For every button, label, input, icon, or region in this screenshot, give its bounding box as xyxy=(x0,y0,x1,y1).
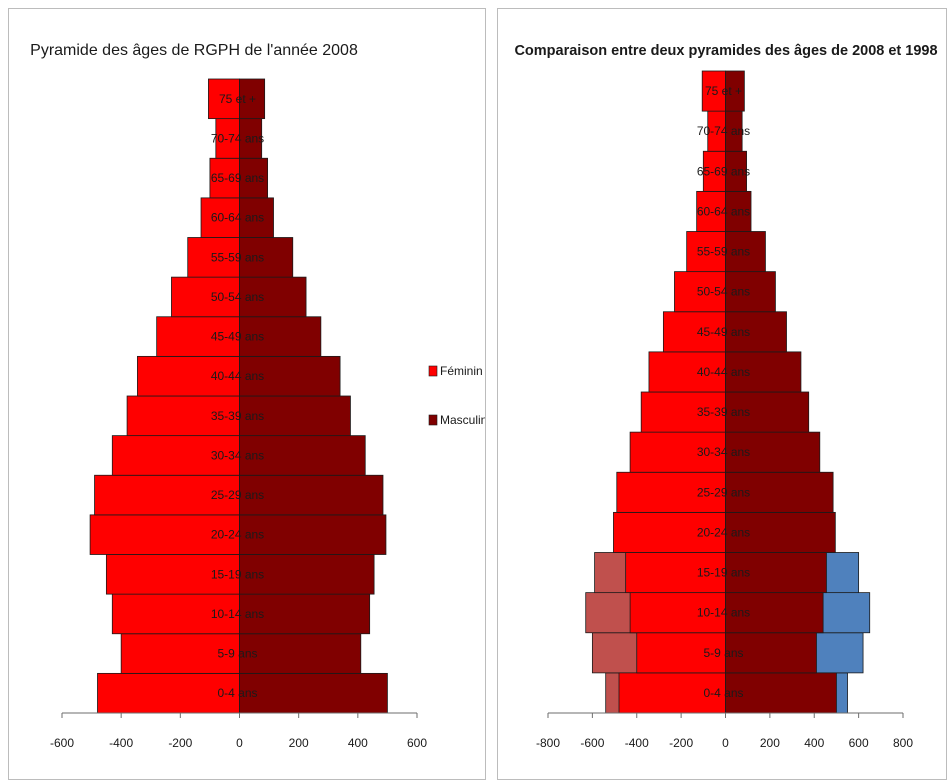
x-tick-label: -400 xyxy=(625,736,649,750)
x-tick-label: 200 xyxy=(289,736,309,750)
x-tick-label: 0 xyxy=(722,736,729,750)
x-tick-label: 600 xyxy=(407,736,427,750)
category-label: 25-29 ans xyxy=(211,488,264,502)
chart-panel-comparison: Comparaison entre deux pyramides des âge… xyxy=(497,8,947,780)
legend-label: Masculin xyxy=(440,413,485,427)
bar-series1-9 xyxy=(239,316,322,357)
x-tick-label: 600 xyxy=(849,736,869,750)
bar-series1-4 xyxy=(239,514,387,555)
category-label: 30-34 ans xyxy=(211,448,264,462)
bar-series0-0 xyxy=(97,672,240,714)
category-label: 10-14 ans xyxy=(697,606,750,620)
category-label: 10-14 ans xyxy=(211,607,264,621)
bar-series1-12 xyxy=(239,197,274,238)
category-label: 35-39 ans xyxy=(211,409,264,423)
bar-series3-7 xyxy=(725,391,810,433)
x-tick-label: -200 xyxy=(168,736,192,750)
bar-series0-5 xyxy=(94,474,240,516)
category-label: 5-9 ans xyxy=(703,646,743,660)
bar-series0-3 xyxy=(105,554,240,595)
category-label: 15-19 ans xyxy=(697,566,750,580)
category-label: 65-69 ans xyxy=(211,171,264,185)
legend-swatch-1 xyxy=(428,414,438,426)
category-label: 20-24 ans xyxy=(211,528,264,542)
bar-series3-4 xyxy=(725,511,836,553)
bar-series2-9 xyxy=(662,311,726,353)
bar-series3-3 xyxy=(725,552,827,594)
pyramid-2008-chart: Pyramide des âges de RGPH de l'année 200… xyxy=(30,42,485,750)
bar-series0-11 xyxy=(187,237,240,278)
category-label: 65-69 ans xyxy=(697,164,750,178)
x-tick-label: -600 xyxy=(50,736,74,750)
category-label: 50-54 ans xyxy=(697,285,750,299)
category-label: 45-49 ans xyxy=(697,325,750,339)
bar-series0-7 xyxy=(126,395,240,437)
x-tick-label: -600 xyxy=(580,736,604,750)
bar-series3-0 xyxy=(725,672,837,714)
chart-title: Comparaison entre deux pyramides des âge… xyxy=(514,43,937,59)
category-label: 40-44 ans xyxy=(697,365,750,379)
category-label: 20-24 ans xyxy=(697,525,750,539)
bar-series3-11 xyxy=(725,231,766,273)
bar-series1-10 xyxy=(239,276,307,318)
x-tick-label: 400 xyxy=(804,736,824,750)
x-tick-label: 400 xyxy=(348,736,368,750)
bar-series1-8 xyxy=(239,355,341,397)
category-label: 35-39 ans xyxy=(697,405,750,419)
bar-series3-8 xyxy=(725,351,802,393)
category-label: 15-19 ans xyxy=(211,567,264,581)
pyramid-comparison-chart: Comparaison entre deux pyramides des âge… xyxy=(514,43,937,750)
bar-series0-4 xyxy=(89,514,240,555)
x-tick-label: 200 xyxy=(760,736,780,750)
chart-title: Pyramide des âges de RGPH de l'année 200… xyxy=(30,42,358,59)
x-tick-label: 0 xyxy=(236,736,243,750)
category-label: 0-4 ans xyxy=(217,686,257,700)
bar-series0-12 xyxy=(200,197,240,238)
bar-series0-6 xyxy=(111,435,240,476)
bar-series2-8 xyxy=(648,351,726,393)
bar-series1-5 xyxy=(239,474,384,516)
category-label: 70-74 ans xyxy=(697,124,750,138)
category-label: 55-59 ans xyxy=(697,245,750,259)
bar-series2-7 xyxy=(640,391,726,433)
category-label: 60-64 ans xyxy=(697,204,750,218)
bar-series3-6 xyxy=(725,431,821,473)
category-label: 45-49 ans xyxy=(211,330,264,344)
category-label: 0-4 ans xyxy=(703,686,743,700)
bar-series0-1 xyxy=(120,633,240,674)
category-label: 5-9 ans xyxy=(217,647,257,661)
category-label: 40-44 ans xyxy=(211,369,264,383)
category-label: 70-74 ans xyxy=(211,131,264,145)
category-label: 55-59 ans xyxy=(211,250,264,264)
legend-label: Féminin xyxy=(440,364,483,378)
bar-series1-1 xyxy=(239,633,362,674)
chart-panel-2008: Pyramide des âges de RGPH de l'année 200… xyxy=(8,8,486,780)
bar-series1-15 xyxy=(239,78,266,120)
bar-series2-11 xyxy=(686,231,726,273)
bar-series3-10 xyxy=(725,271,776,313)
bar-series0-8 xyxy=(137,355,240,397)
bar-series3-12 xyxy=(725,190,752,232)
bar-series0-15 xyxy=(208,78,240,120)
bar-series1-2 xyxy=(239,593,371,635)
legend-swatch-0 xyxy=(428,365,438,377)
category-label: 30-34 ans xyxy=(697,445,750,459)
x-tick-label: -400 xyxy=(109,736,133,750)
category-label: 50-54 ans xyxy=(211,290,264,304)
x-tick-label: -200 xyxy=(669,736,693,750)
bar-series3-15 xyxy=(725,70,745,112)
category-label: 25-29 ans xyxy=(697,485,750,499)
bar-series1-6 xyxy=(239,435,366,476)
x-tick-label: -800 xyxy=(536,736,560,750)
category-label: 75 et + xyxy=(219,92,256,106)
bar-series3-9 xyxy=(725,311,787,353)
x-tick-label: 800 xyxy=(893,736,913,750)
bar-series3-1 xyxy=(725,632,817,674)
bar-series1-3 xyxy=(239,554,375,595)
bar-series1-0 xyxy=(239,672,388,714)
category-label: 75 et + xyxy=(705,84,742,98)
category-label: 60-64 ans xyxy=(211,211,264,225)
bar-series0-9 xyxy=(156,316,240,357)
